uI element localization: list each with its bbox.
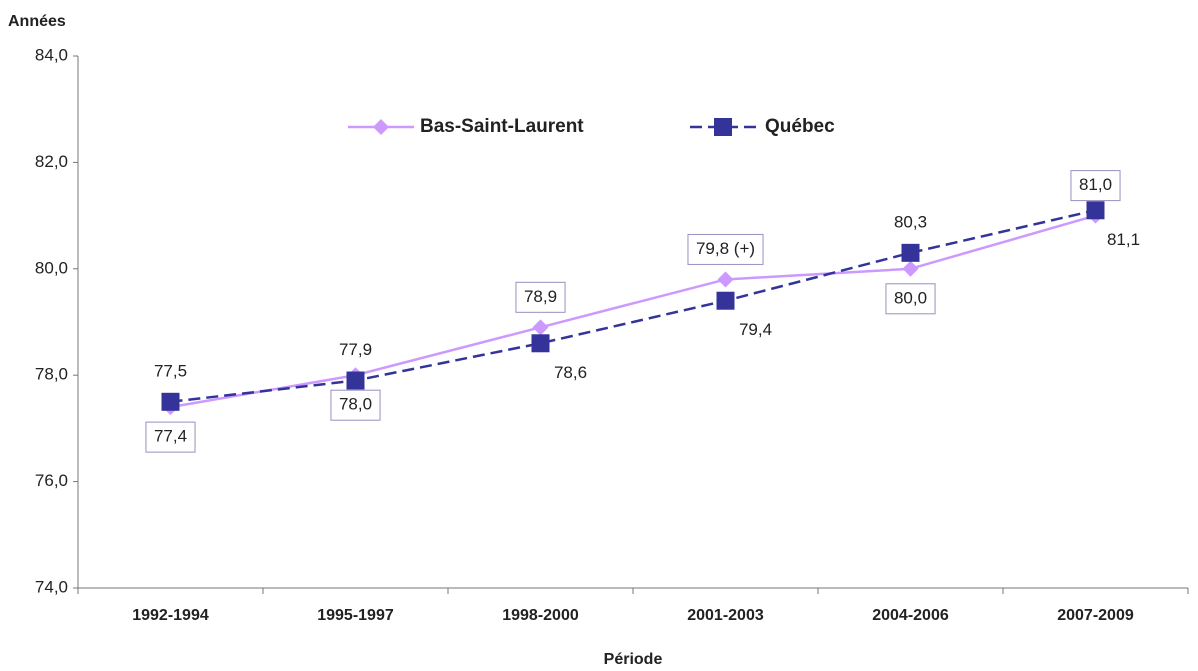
y-tick-label: 80,0 bbox=[35, 258, 68, 277]
data-label-box bbox=[687, 233, 764, 265]
y-tick-label: 76,0 bbox=[35, 471, 68, 490]
data-label-box bbox=[145, 421, 196, 453]
y-tick-label: 84,0 bbox=[35, 45, 68, 64]
legend-marker bbox=[714, 118, 732, 136]
data-label-box bbox=[515, 281, 566, 313]
data-label: 80,0 bbox=[894, 288, 927, 307]
legend-label: Bas-Saint-Laurent bbox=[420, 116, 584, 137]
data-label: 77,5 bbox=[154, 361, 187, 380]
marker bbox=[531, 334, 550, 353]
x-axis-title: Période bbox=[604, 651, 663, 668]
data-label: 77,9 bbox=[339, 340, 372, 359]
y-tick-label: 78,0 bbox=[35, 365, 68, 384]
data-label: 78,6 bbox=[554, 363, 587, 382]
legend-label: Québec bbox=[765, 116, 835, 137]
data-label: 79,4 bbox=[739, 320, 772, 339]
series-line bbox=[170, 214, 1096, 409]
data-label: 81,1 bbox=[1107, 230, 1140, 249]
series-line bbox=[170, 209, 1096, 404]
marker bbox=[532, 319, 549, 336]
marker bbox=[161, 392, 180, 411]
data-label: 78,9 bbox=[524, 287, 557, 306]
data-label: 77,4 bbox=[154, 427, 187, 446]
y-axis-title: Années bbox=[8, 13, 66, 30]
data-label: 81,0 bbox=[1079, 175, 1112, 194]
x-tick-label: 2001-2003 bbox=[687, 607, 764, 624]
marker bbox=[1086, 201, 1105, 220]
x-tick-label: 1998-2000 bbox=[502, 607, 579, 624]
x-tick-label: 2007-2009 bbox=[1057, 607, 1134, 624]
data-label: 80,3 bbox=[894, 212, 927, 231]
marker bbox=[716, 291, 735, 310]
x-tick-label: 1992-1994 bbox=[132, 607, 209, 624]
x-tick-label: 2004-2006 bbox=[872, 607, 949, 624]
x-tick-label: 1995-1997 bbox=[317, 607, 394, 624]
marker bbox=[346, 371, 365, 390]
legend-marker bbox=[373, 119, 389, 135]
marker bbox=[717, 271, 734, 288]
data-label-box bbox=[885, 283, 936, 315]
data-label: 79,8 (+) bbox=[696, 239, 755, 258]
y-tick-label: 74,0 bbox=[35, 577, 68, 596]
y-tick-label: 82,0 bbox=[35, 152, 68, 171]
marker bbox=[901, 243, 920, 262]
marker bbox=[902, 260, 919, 277]
data-label-box bbox=[330, 389, 381, 421]
data-label: 78,0 bbox=[339, 395, 372, 414]
data-label-box bbox=[1070, 170, 1121, 202]
